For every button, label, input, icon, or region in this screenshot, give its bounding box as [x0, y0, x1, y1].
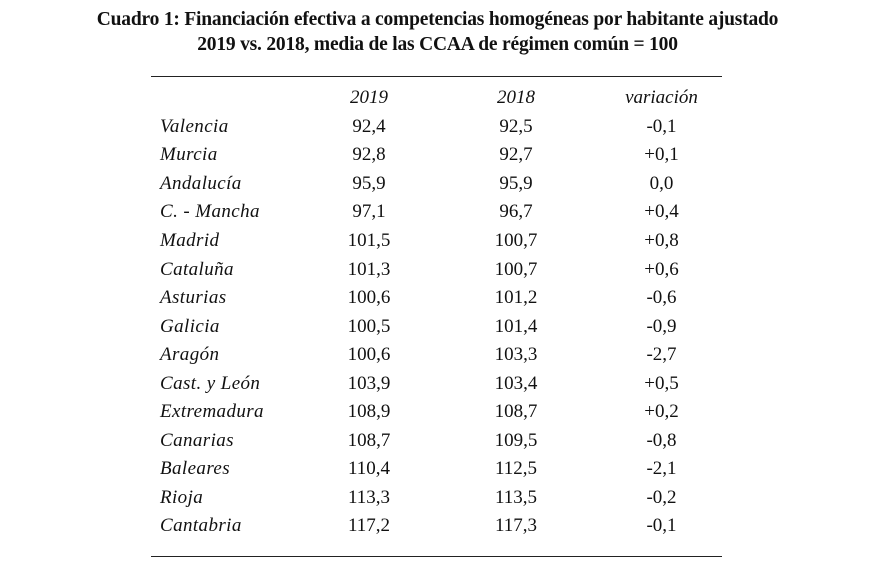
region-cell: Madrid	[160, 230, 220, 251]
region-cell: Rioja	[160, 486, 204, 508]
region-cell: Galicia	[160, 315, 220, 337]
table-row: Baleares 110,4 112,5 -2,1	[160, 455, 709, 484]
table-row: Valencia 92,4 92,5 -0,1	[160, 113, 709, 142]
value-2019-cell: 92,4	[352, 115, 386, 137]
value-2018-cell: 92,7	[499, 144, 533, 166]
bottom-rule	[151, 556, 722, 557]
column-header-variacion: variación	[625, 87, 698, 109]
header-row: 2019 2018 variación	[160, 84, 709, 113]
value-2019-cell: 108,9	[347, 401, 391, 423]
region-cell: Andalucía	[160, 172, 242, 194]
variacion-cell: 0,0	[649, 172, 674, 194]
value-2018-cell: 92,5	[499, 115, 533, 137]
column-header-2019: 2019	[350, 87, 388, 109]
region-cell: Asturias	[160, 287, 227, 309]
region-cell: Extremadura	[160, 401, 264, 423]
value-2019-cell: 101,5	[347, 230, 391, 251]
variacion-cell: -2,1	[646, 458, 677, 480]
value-2018-cell: 103,4	[494, 372, 538, 394]
variacion-cell: +0,8	[644, 230, 679, 251]
variacion-cell: +0,5	[644, 372, 679, 394]
value-2018-cell: 100,7	[494, 230, 538, 251]
variacion-cell: +0,4	[644, 201, 679, 223]
variacion-cell: -0,2	[646, 486, 677, 508]
column-header-region	[160, 84, 320, 113]
table-row: Madrid 101,5 100,7 +0,8	[160, 227, 709, 256]
table-row: Galicia 100,5 101,4 -0,9	[160, 312, 709, 341]
value-2018-cell: 108,7	[494, 401, 538, 423]
value-2019-cell: 103,9	[347, 372, 391, 394]
data-table: 2019 2018 variación Valencia 92,4 92,5 -0,1…	[160, 84, 709, 541]
value-2018-cell: 109,5	[494, 429, 538, 451]
variacion-cell: -0,1	[646, 515, 677, 537]
value-2019-cell: 117,2	[347, 515, 391, 537]
value-2019-cell: 100,6	[347, 344, 391, 366]
value-2019-cell: 100,5	[347, 315, 391, 337]
value-2018-cell: 100,7	[494, 258, 538, 280]
region-cell: Baleares	[160, 458, 231, 480]
variacion-cell: -0,1	[646, 115, 677, 137]
table-row: Cast. y León 103,9 103,4 +0,5	[160, 369, 709, 398]
value-2019-cell: 108,7	[347, 429, 391, 451]
table-row: Murcia 92,8 92,7 +0,1	[160, 141, 709, 170]
variacion-cell: +0,2	[644, 401, 679, 423]
value-2018-cell: 113,5	[494, 486, 538, 508]
region-cell: Cast. y León	[160, 372, 261, 394]
value-2019-cell: 92,8	[352, 144, 386, 166]
variacion-cell: +0,1	[644, 144, 679, 166]
table-body: Valencia 92,4 92,5 -0,1 Murcia 92,8 92,7 +0,1 An…	[160, 113, 709, 541]
region-cell: Cantabria	[160, 515, 242, 537]
value-2018-cell: 95,9	[499, 172, 533, 194]
variacion-cell: -0,8	[646, 429, 677, 451]
value-2018-cell: 112,5	[494, 458, 538, 480]
region-cell: C. - Mancha	[160, 201, 260, 223]
table-row: Rioja 113,3 113,5 -0,2	[160, 484, 709, 513]
region-cell: Murcia	[160, 144, 218, 166]
value-2018-cell: 101,4	[494, 315, 538, 337]
table-row: Cantabria 117,2 117,3 -0,1	[160, 512, 709, 541]
variacion-cell: -2,7	[646, 344, 677, 366]
value-2018-cell: 101,2	[494, 287, 538, 309]
variacion-cell: -0,9	[646, 315, 677, 337]
table-title-block: Cuadro 1: Financiación efectiva a compet…	[0, 7, 875, 57]
value-2019-cell: 113,3	[347, 486, 391, 508]
table-row: Aragón 100,6 103,3 -2,7	[160, 341, 709, 370]
value-2019-cell: 101,3	[347, 258, 391, 280]
value-2018-cell: 103,3	[494, 344, 538, 366]
table-row: Andalucía 95,9 95,9 0,0	[160, 170, 709, 199]
value-2018-cell: 96,7	[499, 201, 533, 223]
column-header-2018: 2018	[497, 87, 535, 109]
table-row: Canarias 108,7 109,5 -0,8	[160, 427, 709, 456]
variacion-cell: +0,6	[644, 258, 679, 280]
table-subtitle: 2019 vs. 2018, media de las CCAA de régi…	[197, 34, 678, 55]
table-row: Extremadura 108,9 108,7 +0,2	[160, 398, 709, 427]
variacion-cell: -0,6	[646, 287, 677, 309]
value-2019-cell: 95,9	[352, 172, 386, 194]
region-cell: Cataluña	[160, 258, 234, 280]
region-cell: Valencia	[160, 115, 229, 137]
value-2019-cell: 100,6	[347, 287, 391, 309]
table-row: Asturias 100,6 101,2 -0,6	[160, 284, 709, 313]
table-row: Cataluña 101,3 100,7 +0,6	[160, 255, 709, 284]
value-2018-cell: 117,3	[494, 515, 538, 537]
table-title: Cuadro 1: Financiación efectiva a compet…	[96, 9, 779, 30]
top-rule	[151, 76, 722, 77]
table-row: C. - Mancha 97,1 96,7 +0,4	[160, 198, 709, 227]
value-2019-cell: 110,4	[347, 458, 391, 480]
value-2019-cell: 97,1	[352, 201, 386, 223]
region-cell: Canarias	[160, 429, 234, 451]
region-cell: Aragón	[160, 344, 220, 366]
